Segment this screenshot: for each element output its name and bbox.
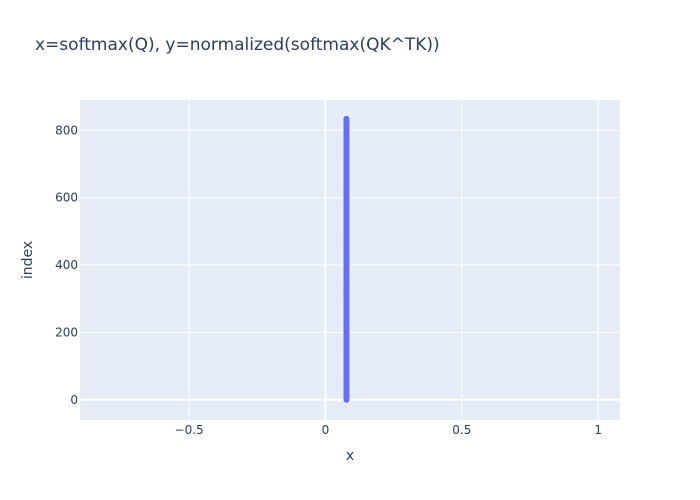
data-point (343, 115, 350, 122)
y-axis-title: index (20, 241, 36, 279)
y-tick-label: 0 (70, 393, 78, 407)
data-points (343, 115, 350, 403)
y-axis-ticks: 0 200 400 600 800 (55, 123, 78, 406)
y-tick-label: 600 (55, 191, 78, 205)
x-axis-ticks: −0.5 0 0.5 1 (175, 423, 602, 437)
y-tick-label: 200 (55, 325, 78, 339)
chart-title: x=softmax(Q), y=normalized(softmax(QK^TK… (35, 35, 440, 55)
x-tick-label: −0.5 (175, 423, 204, 437)
zero-lines (80, 100, 620, 420)
x-tick-label: 0.5 (452, 423, 471, 437)
y-tick-label: 400 (55, 258, 78, 272)
x-axis-title: x (346, 448, 354, 464)
grid-lines (80, 100, 620, 420)
y-tick-label: 800 (55, 123, 78, 137)
x-tick-label: 0 (322, 423, 330, 437)
x-tick-label: 1 (594, 423, 602, 437)
plot-area[interactable] (80, 100, 620, 420)
